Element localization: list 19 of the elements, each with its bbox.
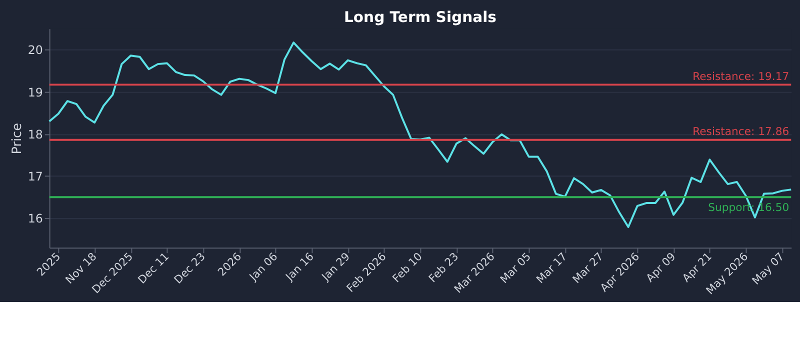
x-tick-label: Jan 29 — [318, 250, 353, 284]
y-tick-label: 16 — [28, 212, 43, 226]
ref-line-label: Resistance: 19.17 — [692, 70, 790, 83]
y-tick-label: 19 — [28, 85, 43, 100]
chart-title: Long Term Signals — [344, 8, 497, 26]
x-tick-label: Feb 10 — [390, 250, 425, 286]
line-series — [48, 42, 792, 228]
y-tick-label: 20 — [28, 43, 43, 58]
x-tick-label: Apr 09 — [644, 250, 678, 285]
x-tick-label: Jan 06 — [246, 250, 280, 284]
x-tick-label: Mar 05 — [498, 250, 534, 286]
y-tick-label: 18 — [28, 127, 43, 142]
y-axis-title: Price — [10, 122, 25, 154]
x-tick-label: Dec 23 — [172, 250, 208, 286]
ref-line-label: Resistance: 17.86 — [692, 124, 790, 138]
x-tick-label: Dec 11 — [135, 250, 172, 286]
x-tick-label: Mar 17 — [534, 250, 570, 286]
y-tick-label: 17 — [28, 170, 43, 184]
x-tick-label: Jan 16 — [282, 250, 316, 284]
